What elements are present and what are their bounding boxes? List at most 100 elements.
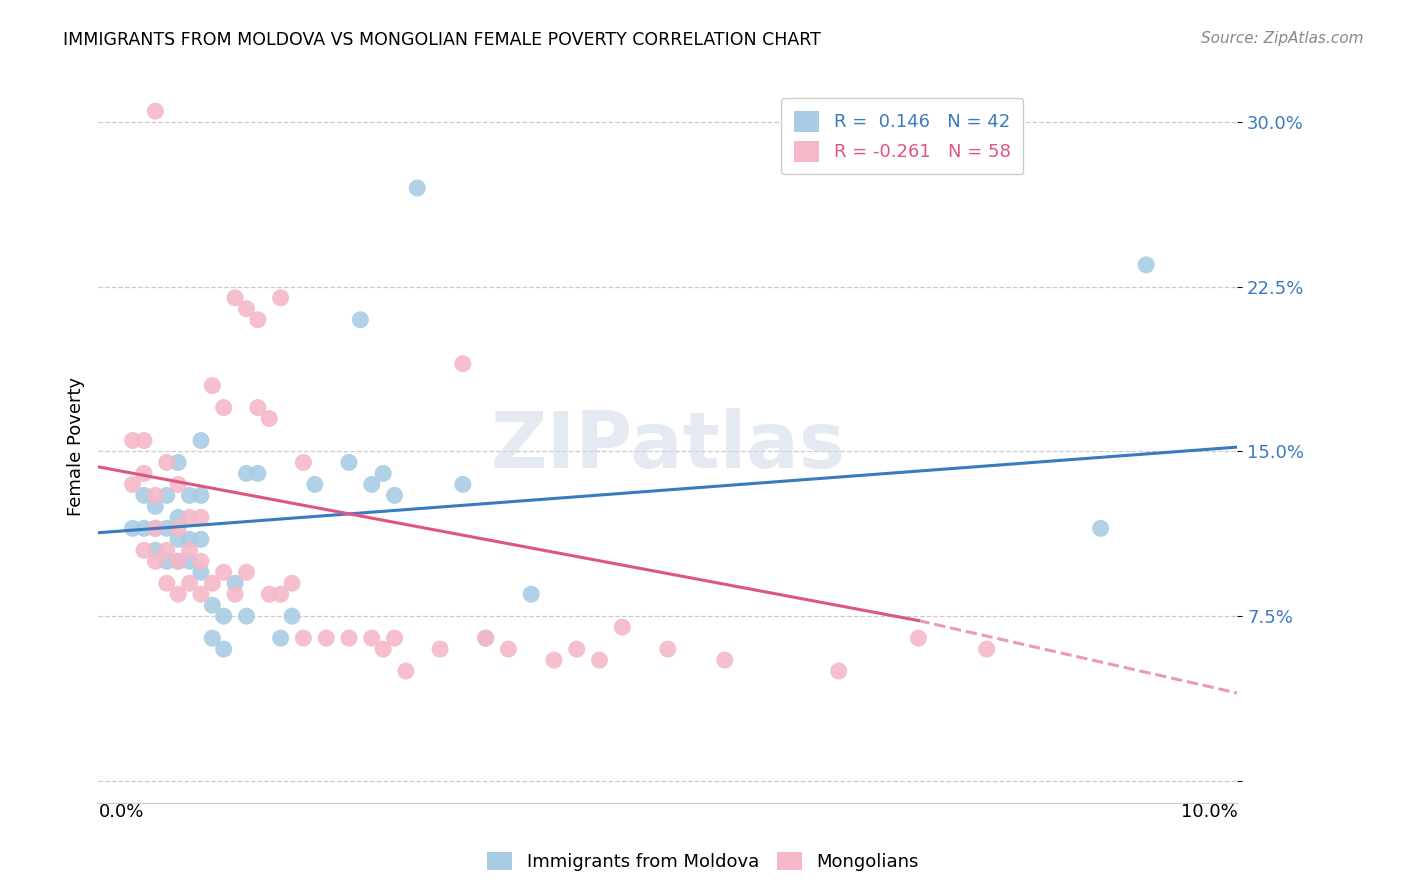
Text: ZIPatlas: ZIPatlas: [491, 408, 845, 484]
Point: [179, 510, 201, 524]
Point: [201, 598, 224, 612]
Point: [145, 104, 167, 119]
Point: [224, 291, 246, 305]
Point: [976, 642, 998, 657]
Point: [498, 642, 520, 657]
Point: [121, 477, 143, 491]
Point: [315, 631, 337, 645]
Point: [121, 434, 143, 448]
Point: [145, 500, 167, 514]
Point: [167, 455, 190, 469]
Point: [167, 554, 190, 568]
Point: [167, 521, 190, 535]
Point: [156, 554, 179, 568]
Point: [132, 467, 155, 481]
Point: [373, 642, 395, 657]
Point: [190, 510, 212, 524]
Point: [246, 401, 269, 415]
Point: [235, 467, 257, 481]
Point: [190, 554, 212, 568]
Point: [190, 566, 212, 580]
Y-axis label: Female Poverty: Female Poverty: [66, 376, 84, 516]
Point: [360, 631, 382, 645]
Point: [429, 642, 451, 657]
Point: [246, 467, 269, 481]
Point: [474, 631, 496, 645]
Point: [167, 533, 190, 547]
Point: [145, 521, 167, 535]
Point: [292, 631, 315, 645]
Point: [121, 521, 143, 535]
Point: [360, 477, 382, 491]
Point: [179, 543, 201, 558]
Point: [474, 631, 496, 645]
Point: [657, 642, 679, 657]
Point: [1090, 521, 1112, 535]
Point: [167, 477, 190, 491]
Point: [132, 488, 155, 502]
Point: [156, 488, 179, 502]
Point: [179, 554, 201, 568]
Point: [156, 543, 179, 558]
Point: [246, 312, 269, 326]
Point: [201, 378, 224, 392]
Point: [145, 543, 167, 558]
Point: [179, 576, 201, 591]
Point: [292, 455, 315, 469]
Point: [384, 631, 406, 645]
Point: [565, 642, 588, 657]
Point: [179, 533, 201, 547]
Point: [520, 587, 543, 601]
Point: [212, 401, 235, 415]
Point: [588, 653, 610, 667]
Point: [349, 312, 371, 326]
Point: [406, 181, 429, 195]
Text: IMMIGRANTS FROM MOLDOVA VS MONGOLIAN FEMALE POVERTY CORRELATION CHART: IMMIGRANTS FROM MOLDOVA VS MONGOLIAN FEM…: [63, 31, 821, 49]
Point: [337, 631, 360, 645]
Point: [304, 477, 326, 491]
Point: [212, 642, 235, 657]
Point: [190, 587, 212, 601]
Point: [373, 467, 395, 481]
Point: [190, 434, 212, 448]
Point: [212, 609, 235, 624]
Point: [281, 576, 304, 591]
Point: [156, 455, 179, 469]
Point: [201, 576, 224, 591]
Point: [451, 477, 474, 491]
Point: [270, 587, 292, 601]
Legend: Immigrants from Moldova, Mongolians: Immigrants from Moldova, Mongolians: [479, 845, 927, 879]
Text: Source: ZipAtlas.com: Source: ZipAtlas.com: [1201, 31, 1364, 46]
Point: [201, 631, 224, 645]
Point: [167, 554, 190, 568]
Point: [132, 521, 155, 535]
Point: [259, 587, 281, 601]
Point: [714, 653, 737, 667]
Point: [145, 554, 167, 568]
Point: [1135, 258, 1157, 272]
Point: [235, 566, 257, 580]
Point: [543, 653, 565, 667]
Point: [145, 488, 167, 502]
Point: [179, 488, 201, 502]
Point: [145, 521, 167, 535]
Text: 0.0%: 0.0%: [98, 803, 143, 821]
Point: [224, 587, 246, 601]
Point: [167, 587, 190, 601]
Point: [190, 533, 212, 547]
Point: [224, 576, 246, 591]
Point: [259, 411, 281, 425]
Point: [235, 301, 257, 316]
Point: [212, 566, 235, 580]
Point: [907, 631, 929, 645]
Point: [828, 664, 851, 678]
Legend: R =  0.146   N = 42, R = -0.261   N = 58: R = 0.146 N = 42, R = -0.261 N = 58: [782, 98, 1024, 174]
Point: [132, 543, 155, 558]
Point: [384, 488, 406, 502]
Point: [612, 620, 634, 634]
Point: [156, 576, 179, 591]
Point: [270, 291, 292, 305]
Point: [156, 521, 179, 535]
Point: [167, 510, 190, 524]
Point: [395, 664, 418, 678]
